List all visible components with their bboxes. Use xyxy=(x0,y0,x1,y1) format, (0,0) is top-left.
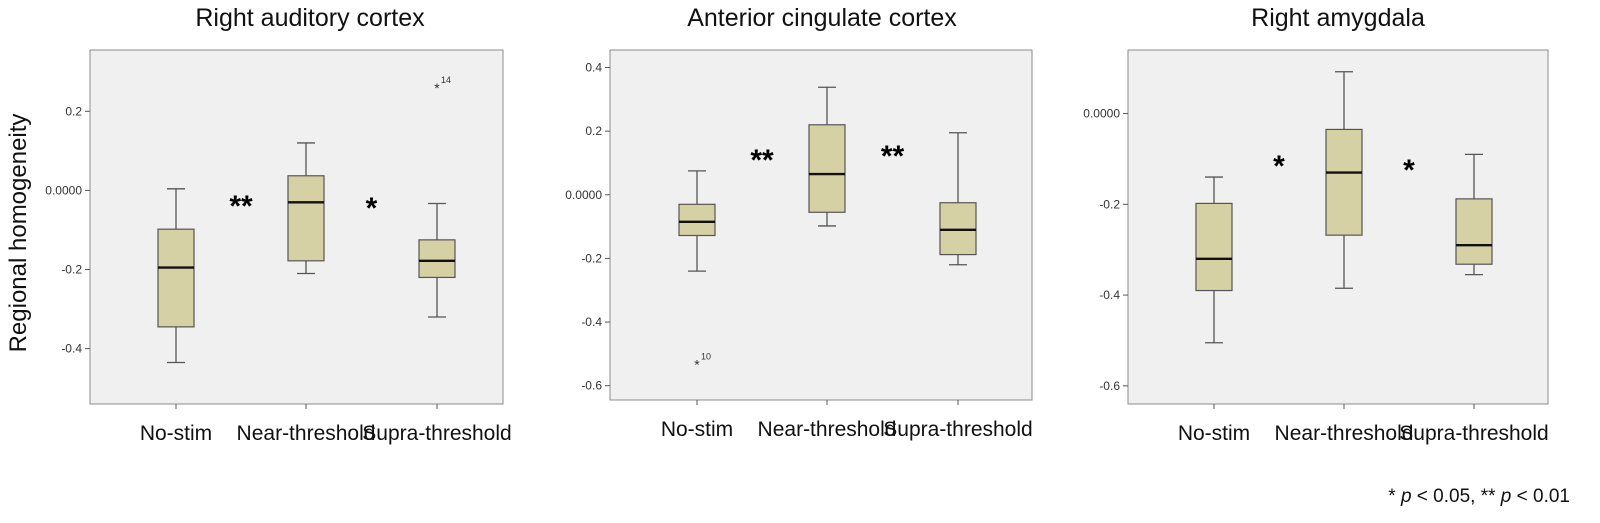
y-axis-label: Regional homogeneity xyxy=(5,114,32,353)
outlier-marker: * xyxy=(434,80,440,96)
box-iqr xyxy=(808,124,846,213)
significance-marker: * xyxy=(1273,150,1285,183)
y-tick-label: 0.4 xyxy=(585,61,602,75)
significance-footnote: * p < 0.05, ** p < 0.01 xyxy=(1388,486,1570,508)
footnote-p01-rest: < 0.01 xyxy=(1511,486,1570,507)
y-tick-label: -0.2 xyxy=(581,251,602,265)
x-tick-label: Near-threshold xyxy=(758,418,897,441)
x-tick-label: Supra-threshold xyxy=(883,418,1032,441)
x-tick-label: Near-threshold xyxy=(237,422,376,445)
significance-marker: * xyxy=(366,192,378,225)
footnote-p05-rest: < 0.05, ** xyxy=(1411,486,1501,507)
x-tick-label: Supra-threshold xyxy=(1399,422,1548,445)
box-iqr xyxy=(1325,128,1363,236)
box-iqr xyxy=(1455,198,1493,265)
y-tick-label: -0.6 xyxy=(1099,379,1120,393)
outlier-label: 14 xyxy=(441,75,451,85)
y-tick-label: -0.2 xyxy=(1099,197,1120,211)
footnote-p-var-1: p xyxy=(1400,486,1412,507)
y-tick-label: 0.2 xyxy=(585,124,602,138)
y-tick-label: 0.0000 xyxy=(565,188,602,202)
footnote-p-var-2: p xyxy=(1500,486,1512,507)
y-tick-label: -0.6 xyxy=(581,379,602,393)
significance-marker: ** xyxy=(881,140,905,173)
box-iqr xyxy=(1195,202,1233,292)
significance-marker: * xyxy=(1403,154,1415,187)
y-tick-label: 0.0000 xyxy=(45,183,82,197)
box-iqr xyxy=(287,175,325,262)
y-tick-label: 0.0000 xyxy=(1083,107,1120,121)
x-tick-label: Supra-threshold xyxy=(362,422,511,445)
footnote-p05-prefix: * xyxy=(1388,486,1401,507)
significance-marker: ** xyxy=(750,144,774,177)
panel-title: Right auditory cortex xyxy=(195,4,425,32)
x-tick-label: No-stim xyxy=(661,418,733,441)
box-iqr xyxy=(678,203,716,237)
x-tick-label: No-stim xyxy=(140,422,212,445)
panel-title: Right amygdala xyxy=(1251,4,1425,32)
panel-title: Anterior cingulate cortex xyxy=(687,4,957,32)
y-tick-label: -0.4 xyxy=(61,342,82,356)
x-tick-label: No-stim xyxy=(1178,422,1250,445)
outlier-label: 10 xyxy=(701,351,711,361)
box-iqr xyxy=(418,239,456,279)
significance-marker: ** xyxy=(229,190,253,223)
y-tick-label: -0.2 xyxy=(61,263,82,277)
y-tick-label: -0.4 xyxy=(581,315,602,329)
y-tick-label: -0.4 xyxy=(1099,288,1120,302)
y-tick-label: 0.2 xyxy=(65,104,82,118)
outlier-marker: * xyxy=(694,356,700,372)
x-tick-label: Near-threshold xyxy=(1275,422,1414,445)
box-iqr xyxy=(157,228,195,328)
